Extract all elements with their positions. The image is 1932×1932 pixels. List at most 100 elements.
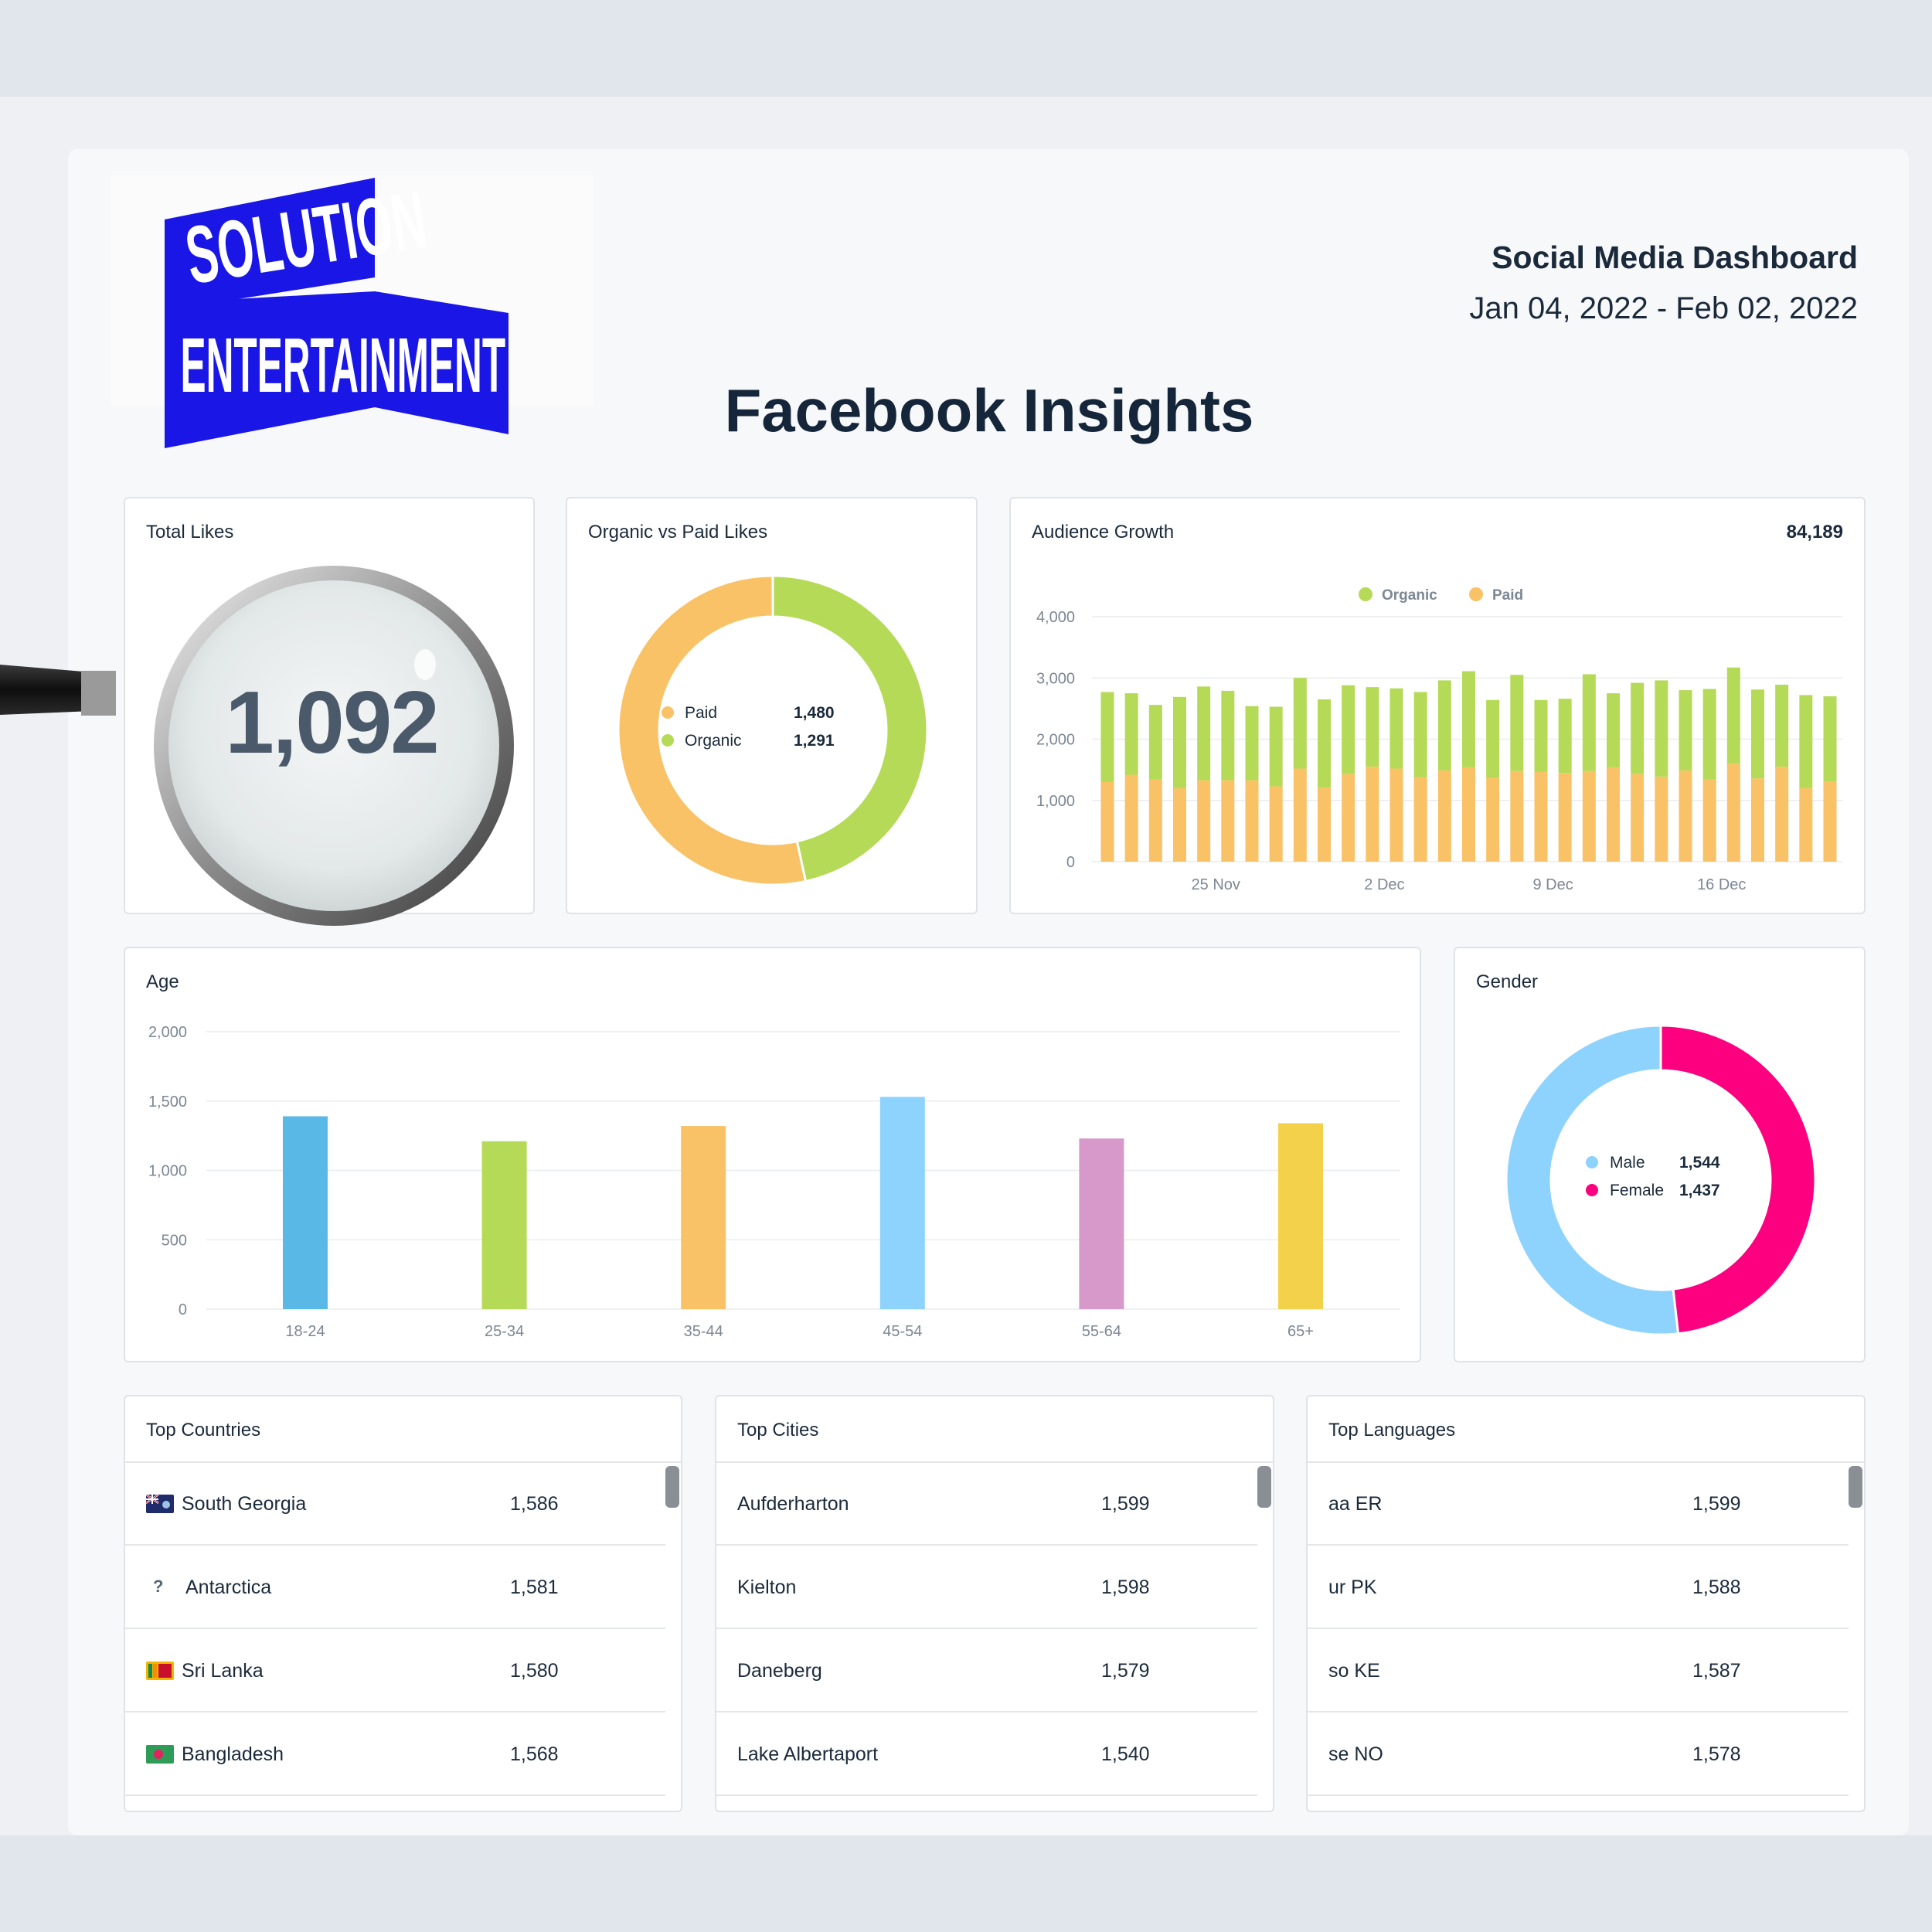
bar-paid[interactable] [1413,777,1427,862]
bar-paid[interactable] [1221,780,1235,862]
audience-growth-card: Audience Growth 84,189 Organic Paid 0 1,0… [1009,497,1866,914]
bangladesh-flag-icon [146,1745,174,1764]
bar-paid[interactable] [1269,786,1283,862]
language-value: 1,599 [1692,1493,1741,1515]
donut-slice-paid[interactable] [617,574,808,886]
donut-slice-organic[interactable] [771,574,929,883]
list-item[interactable]: ur PK 1,588 [1308,1546,1849,1629]
bar-paid[interactable] [1679,770,1692,862]
bar-paid[interactable] [1148,779,1162,862]
donut-slice-male[interactable] [1505,1024,1680,1336]
bar-45-54[interactable] [879,1097,925,1309]
country-name: South Georgia [182,1493,307,1515]
bar-paid[interactable] [1799,787,1813,862]
bar-paid[interactable] [1558,773,1572,862]
bar-paid[interactable] [1486,777,1500,862]
bar-paid[interactable] [1124,774,1138,862]
bar-organic[interactable] [1582,674,1596,771]
bar-paid[interactable] [1607,767,1620,862]
bar-organic[interactable] [1558,699,1572,774]
bar-organic[interactable] [1799,695,1813,788]
x-tick-label: 25 Nov [1192,876,1240,893]
bar-paid[interactable] [1823,781,1837,862]
bar-paid[interactable] [1437,770,1451,862]
bar-paid[interactable] [1342,774,1355,862]
list-item[interactable]: Daneberg 1,579 [716,1629,1257,1713]
bar-paid[interactable] [1582,770,1596,862]
bar-organic[interactable] [1197,686,1211,781]
audience-growth-total: 84,189 [1786,522,1843,543]
x-tick-label: 35-44 [684,1323,723,1340]
bar-organic[interactable] [1173,696,1186,788]
bar-paid[interactable] [1655,776,1668,862]
list-item[interactable]: Aufderharton 1,599 [716,1462,1257,1546]
bar-paid[interactable] [1173,787,1186,862]
donut-slice-female[interactable] [1659,1024,1817,1335]
bar-organic[interactable] [1389,688,1403,769]
bar-paid[interactable] [1631,774,1645,862]
bar-organic[interactable] [1607,693,1620,767]
list-item[interactable]: se NO 1,578 [1308,1713,1849,1796]
list-item[interactable]: ? Antarctica 1,581 [125,1546,665,1629]
bar-organic[interactable] [1679,690,1692,770]
bar-65+[interactable] [1278,1123,1323,1309]
list-item[interactable]: Kielton 1,598 [716,1546,1257,1629]
bar-organic[interactable] [1366,687,1379,767]
language-name: ur PK [1328,1577,1377,1598]
bar-paid[interactable] [1751,778,1764,862]
sri-lanka-flag-icon [146,1662,174,1680]
bar-organic[interactable] [1413,692,1427,777]
bar-paid[interactable] [1318,787,1331,862]
bar-paid[interactable] [1293,768,1307,862]
bar-organic[interactable] [1462,671,1475,767]
bar-55-64[interactable] [1079,1138,1124,1309]
bar-organic[interactable] [1342,685,1355,774]
list-item[interactable]: Sri Lanka 1,580 [125,1629,665,1713]
scrollbar-thumb[interactable] [1849,1466,1862,1508]
list-item[interactable]: South Georgia 1,586 [125,1462,665,1546]
bar-paid[interactable] [1702,779,1716,862]
list-item[interactable]: so KE 1,587 [1308,1629,1849,1713]
bar-organic[interactable] [1823,696,1837,782]
bar-paid[interactable] [1245,780,1259,862]
list-item[interactable]: aa ER 1,599 [1308,1462,1849,1546]
bar-organic[interactable] [1510,675,1524,771]
bar-paid[interactable] [1366,767,1379,862]
date-range[interactable]: Jan 04, 2022 - Feb 02, 2022 [1469,291,1858,325]
bar-organic[interactable] [1148,705,1162,780]
bar-organic[interactable] [1486,699,1500,778]
bar-organic[interactable] [1437,680,1451,770]
list-item[interactable]: Lake Albertaport 1,540 [716,1713,1257,1796]
legend-value-male: 1,544 [1679,1154,1720,1172]
city-name: Kielton [737,1577,797,1598]
bar-paid[interactable] [1197,780,1211,862]
list-item[interactable]: Bangladesh 1,568 [125,1713,665,1796]
scrollbar-thumb[interactable] [665,1466,679,1508]
bar-paid[interactable] [1510,770,1524,862]
bar-organic[interactable] [1269,706,1283,787]
scrollbar-thumb[interactable] [1257,1466,1271,1508]
bar-paid[interactable] [1462,767,1475,862]
bar-18-24[interactable] [283,1116,328,1309]
bar-organic[interactable] [1124,693,1138,775]
bar-organic[interactable] [1631,682,1645,774]
bar-organic[interactable] [1775,684,1789,767]
bar-organic[interactable] [1534,699,1548,772]
bar-organic[interactable] [1726,667,1740,764]
bar-paid[interactable] [1100,781,1114,862]
bar-organic[interactable] [1702,689,1716,780]
bar-organic[interactable] [1221,690,1235,781]
logo-line2: ENTERTAINMENT [181,322,506,408]
bar-paid[interactable] [1534,771,1548,862]
bar-35-44[interactable] [681,1126,726,1309]
bar-organic[interactable] [1318,699,1331,788]
bar-organic[interactable] [1751,689,1764,779]
bar-paid[interactable] [1389,768,1403,862]
bar-paid[interactable] [1726,764,1740,862]
bar-paid[interactable] [1775,767,1789,862]
bar-organic[interactable] [1245,706,1259,781]
bar-organic[interactable] [1655,680,1668,777]
bar-25-34[interactable] [481,1141,527,1309]
bar-organic[interactable] [1100,692,1114,782]
bar-organic[interactable] [1293,678,1307,769]
